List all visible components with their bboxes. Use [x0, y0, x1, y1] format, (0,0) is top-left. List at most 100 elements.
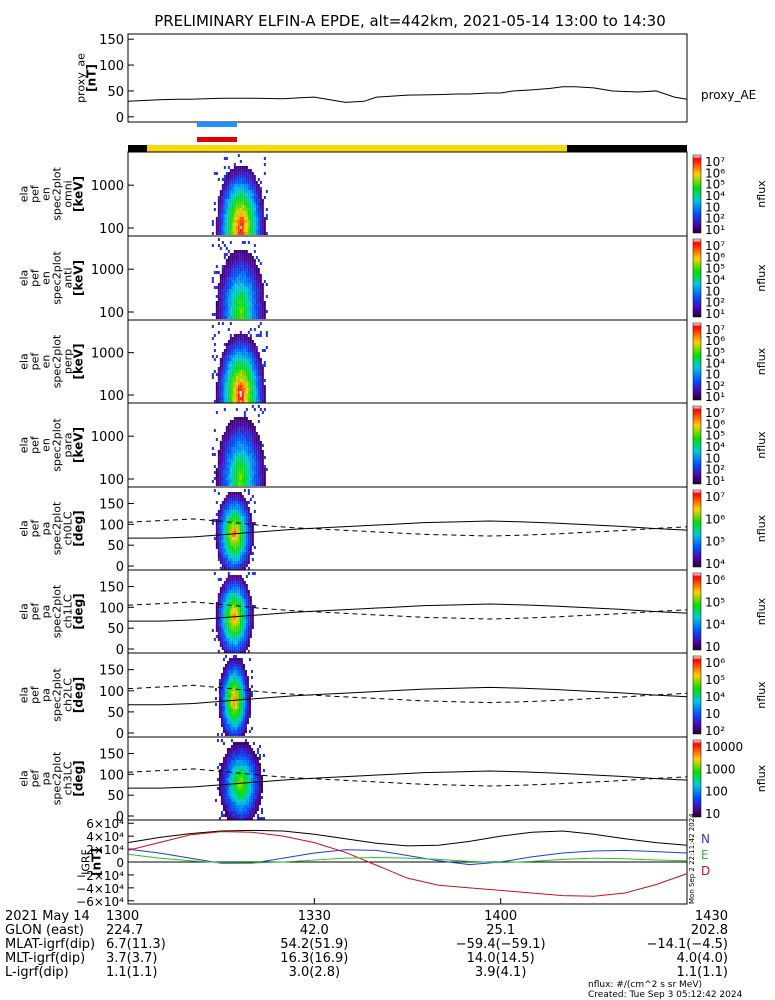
- spectrogram-pixel: [247, 787, 249, 790]
- spectrogram-pixel: [234, 611, 236, 614]
- spectrogram-pixel: [220, 483, 222, 486]
- spectrogram-pixel: [229, 802, 231, 805]
- spectrogram-pixel: [240, 423, 242, 426]
- spectrogram-pixel: [230, 214, 232, 217]
- spectrogram-pixel: [228, 450, 230, 453]
- spectrogram-pixel: [258, 453, 260, 456]
- spectrogram-pixel: [230, 587, 232, 590]
- spectrogram-pixel: [252, 611, 254, 614]
- spectrogram-pixel: [222, 382, 224, 385]
- spectrogram-pixel: [227, 775, 229, 778]
- spectrogram-pixel: [234, 626, 236, 629]
- spectrogram-pixel: [250, 352, 252, 355]
- spectrogram-pixel: [237, 664, 239, 667]
- spectrogram-pixel: [260, 450, 262, 453]
- spectrogram-pixel: [242, 316, 244, 319]
- spectrogram-pixel: [248, 546, 250, 549]
- spectrogram-pixel: [234, 474, 236, 477]
- spectrogram-pixel: [228, 501, 230, 504]
- spectrogram-pixel: [252, 211, 254, 214]
- spectrogram-pixel: [244, 477, 246, 480]
- spectrogram-pixel: [248, 361, 250, 364]
- spectrogram-pixel: [234, 223, 236, 226]
- spectrogram-pixel: [248, 199, 250, 202]
- igrf-series-line: [128, 832, 687, 897]
- spectrogram-pixel: [240, 504, 242, 507]
- spectrogram-pixel: [221, 691, 223, 694]
- spectrogram-pixel: [224, 178, 226, 181]
- spectrogram-pixel: [220, 450, 222, 453]
- spectrogram-pixel: [212, 480, 214, 483]
- spectrogram-pixel: [232, 274, 234, 277]
- spectrogram-pixel: [236, 495, 238, 498]
- spectrogram-pixel: [262, 223, 264, 226]
- spectrogram-pixel: [234, 364, 236, 367]
- spectrogram-pixel: [242, 623, 244, 626]
- spectrogram-pixel: [244, 361, 246, 364]
- spectrogram-pixel: [262, 364, 264, 367]
- spectrogram-pixel: [252, 391, 254, 394]
- spectrogram-pixel: [235, 811, 237, 814]
- spectrogram-pixel: [262, 295, 264, 298]
- spectrogram-pixel: [216, 232, 218, 235]
- spectrogram-pixel: [254, 468, 256, 471]
- spectrogram-pixel: [228, 250, 230, 253]
- spectrogram-pixel: [246, 450, 248, 453]
- spectrogram-pixel: [218, 471, 220, 474]
- spectrogram-pixel: [250, 286, 252, 289]
- spectrogram-pixel: [224, 370, 226, 373]
- spectrogram-pixel: [240, 382, 242, 385]
- spectrogram-pixel: [222, 271, 224, 274]
- x-axis-row-label: MLAT-igrf(dip): [5, 937, 95, 952]
- spectrogram-pixel: [228, 202, 230, 205]
- spectrogram-pixel: [240, 623, 242, 626]
- spectrogram-pixel: [238, 295, 240, 298]
- spectrogram-pixel: [221, 775, 223, 778]
- spectrogram-pixel: [226, 456, 228, 459]
- spectrogram-pixel: [240, 596, 242, 599]
- spectrogram-pixel: [245, 745, 247, 748]
- spectrogram-pixel: [220, 229, 222, 232]
- spectrogram-pixel: [228, 343, 230, 346]
- spectrogram-pixel: [218, 465, 220, 468]
- spectrogram-pixel: [222, 564, 224, 567]
- spectrogram-pixel: [238, 334, 240, 337]
- spectrogram-pixel: [240, 438, 242, 441]
- spectrogram-pixel: [216, 172, 218, 175]
- spectrogram-pixel: [242, 629, 244, 632]
- spectrogram-pixel: [228, 525, 230, 528]
- spectrogram-pixel: [234, 283, 236, 286]
- spectrogram-pixel: [246, 256, 248, 259]
- spectrogram-pixel: [244, 187, 246, 190]
- spectrogram-pixel: [236, 169, 238, 172]
- spectrogram-pixel: [246, 166, 248, 169]
- spectrogram-pixel: [232, 343, 234, 346]
- spectrogram-pixel: [224, 453, 226, 456]
- spectrogram-pixel: [243, 727, 245, 730]
- spectrogram-pixel: [214, 453, 216, 456]
- spectrogram-pixel: [232, 286, 234, 289]
- spectrogram-pixel: [245, 685, 247, 688]
- spectrogram-pixel: [249, 805, 251, 808]
- spectrogram-pixel: [240, 435, 242, 438]
- spectrogram-pixel: [249, 814, 251, 817]
- spectrogram-pixel: [248, 632, 250, 635]
- spectrogram-pixel: [230, 501, 232, 504]
- spectrogram-pixel: [251, 811, 253, 814]
- spectrogram-pixel: [237, 709, 239, 712]
- spectrogram-pixel: [263, 754, 265, 757]
- spectrogram-pixel: [235, 655, 237, 658]
- spectrogram-pixel: [238, 492, 240, 495]
- spectrogram-pixel: [236, 283, 238, 286]
- spectrogram-pixel: [228, 492, 230, 495]
- spectrogram-pixel: [242, 385, 244, 388]
- spectrogram-pixel: [260, 289, 262, 292]
- spectrogram-pixel: [248, 525, 250, 528]
- spectrogram-pixel: [222, 217, 224, 220]
- spectrogram-pixel: [228, 298, 230, 301]
- spectrogram-pixel: [258, 268, 260, 271]
- spectrogram-pixel: [242, 220, 244, 223]
- spectrogram-pixel: [256, 181, 258, 184]
- spectrogram-pixel: [226, 367, 228, 370]
- spectrogram-pixel: [246, 441, 248, 444]
